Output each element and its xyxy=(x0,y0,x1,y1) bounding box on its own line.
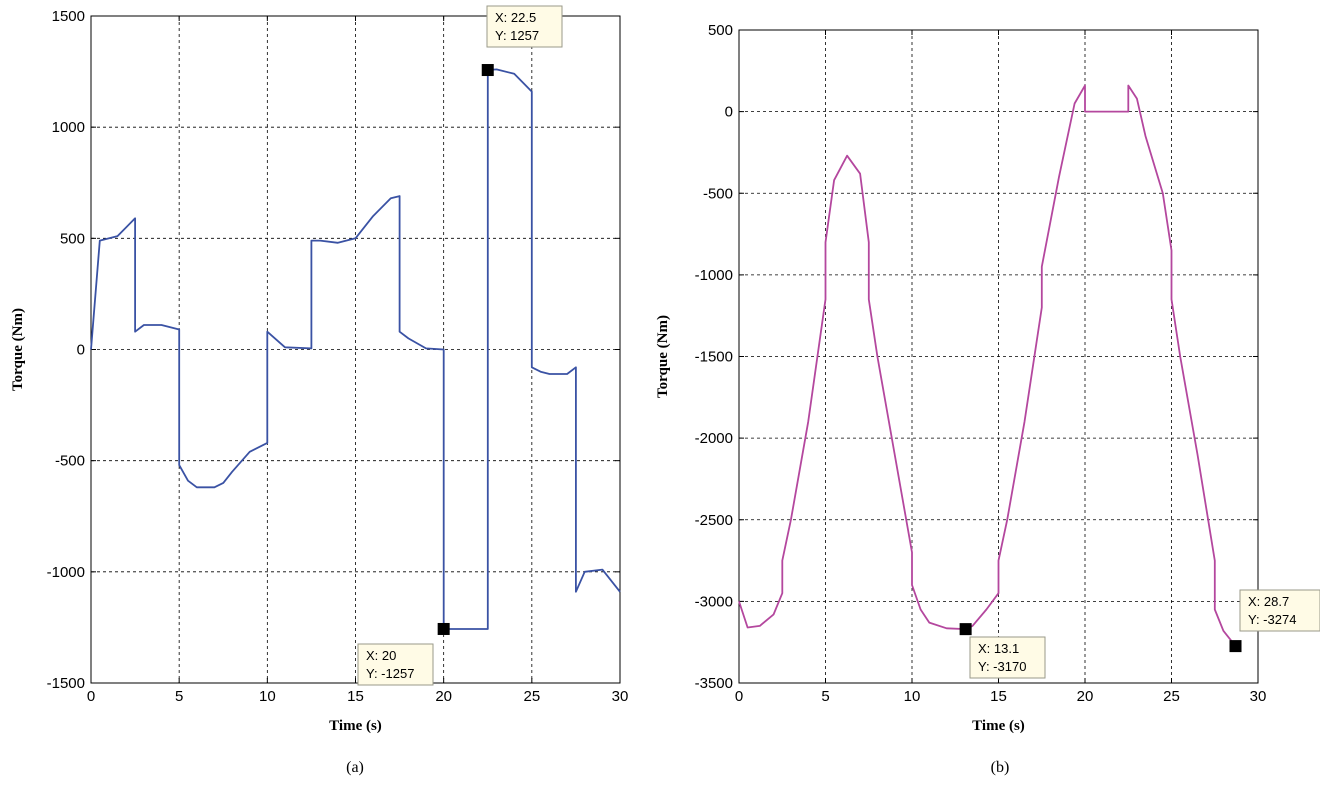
chart-b: 0 5 10 15 20 25 30 -3500 -3000 -2500 -2000 -1500 -10… xyxy=(655,22,1320,776)
datatip-x-label: X: 22.5 xyxy=(495,10,536,25)
y-tick-label: -500 xyxy=(55,453,85,470)
y-tick-label: -1500 xyxy=(695,349,733,366)
y-tick-label: -3000 xyxy=(695,593,733,610)
x-tick-label: 0 xyxy=(735,688,743,705)
y-tick-label: -1000 xyxy=(695,267,733,284)
x-tick-label: 30 xyxy=(1250,688,1267,705)
datatip-y-label: Y: -3170 xyxy=(978,659,1026,674)
x-tick-label: 25 xyxy=(523,688,540,705)
y-tick-label: -1500 xyxy=(47,675,85,692)
datatip-marker xyxy=(438,623,450,635)
x-axis-label: Time (s) xyxy=(329,718,382,734)
x-tick-label: 20 xyxy=(435,688,452,705)
datatip-x-label: X: 20 xyxy=(366,648,396,663)
chart-caption: (b) xyxy=(991,759,1010,776)
y-tick-label: -2500 xyxy=(695,512,733,529)
datatip-marker xyxy=(1230,640,1242,652)
chart-a: 0 5 10 15 20 25 30 -1500 -1000 -500 0 500 1000 1500 Ti… xyxy=(10,6,628,776)
datatip-x-label: X: 13.1 xyxy=(978,641,1019,656)
x-tick-label: 25 xyxy=(1163,688,1180,705)
y-tick-label: 0 xyxy=(77,342,85,359)
x-tick-label: 10 xyxy=(259,688,276,705)
datatip-y-label: Y: -3274 xyxy=(1248,612,1296,627)
y-tick-label: -1000 xyxy=(47,564,85,581)
x-axis-label: Time (s) xyxy=(972,718,1025,734)
datatip-y-label: Y: 1257 xyxy=(495,28,539,43)
x-tick-label: 0 xyxy=(87,688,95,705)
y-tick-label: 0 xyxy=(725,104,733,121)
x-tick-label: 20 xyxy=(1077,688,1094,705)
x-tick-label: 5 xyxy=(821,688,829,705)
x-tick-label: 10 xyxy=(904,688,921,705)
y-tick-label: 500 xyxy=(60,230,85,247)
chart-caption: (a) xyxy=(346,759,364,776)
y-tick-label: 1000 xyxy=(52,119,85,136)
x-tick-label: 5 xyxy=(175,688,183,705)
y-tick-label: 1500 xyxy=(52,8,85,25)
datatip-marker xyxy=(960,623,972,635)
y-axis-label: Torque (Nm) xyxy=(655,315,671,398)
x-tick-label: 30 xyxy=(612,688,629,705)
x-tick-label: 15 xyxy=(990,688,1007,705)
x-tick-label: 15 xyxy=(347,688,364,705)
y-tick-label: -500 xyxy=(703,185,733,202)
y-tick-label: -3500 xyxy=(695,675,733,692)
y-tick-label: -2000 xyxy=(695,430,733,447)
datatip-marker xyxy=(482,64,494,76)
y-tick-label: 500 xyxy=(708,22,733,39)
y-axis-label: Torque (Nm) xyxy=(10,308,26,391)
datatip-x-label: X: 28.7 xyxy=(1248,594,1289,609)
datatip-y-label: Y: -1257 xyxy=(366,666,414,681)
